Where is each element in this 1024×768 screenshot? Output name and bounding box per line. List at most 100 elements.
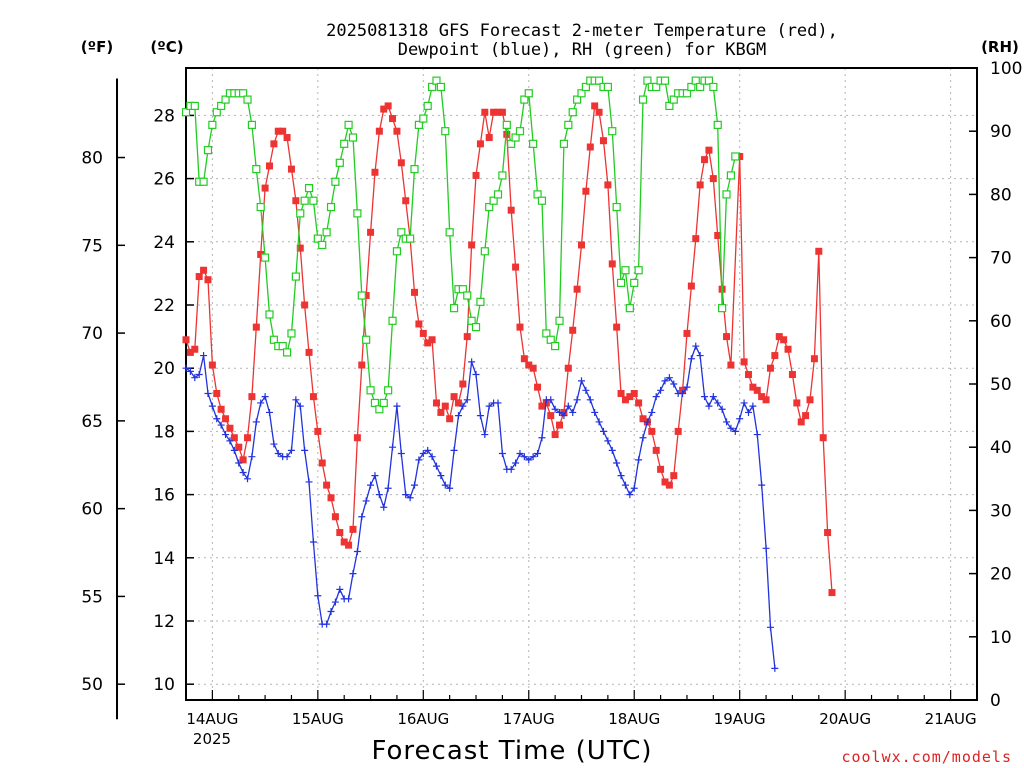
dewpoint-point <box>292 396 300 404</box>
dewpoint-point <box>283 453 291 461</box>
dewpoint-point <box>415 456 423 464</box>
temperature-point <box>389 115 397 123</box>
dewpoint-point <box>687 355 695 363</box>
temperature-point <box>235 443 243 451</box>
dewpoint-point <box>419 450 427 458</box>
rh-point <box>625 304 634 313</box>
temperature-point <box>279 127 287 135</box>
celsius-tick-label: 18 <box>153 422 175 442</box>
dewpoint-point <box>758 481 766 489</box>
dewpoint-point <box>771 664 779 672</box>
rh-point <box>335 158 344 167</box>
temperature-point <box>762 396 770 404</box>
temperature-point <box>186 348 194 356</box>
celsius-unit-label: (ºC) <box>150 38 183 56</box>
dewpoint-point <box>459 402 467 410</box>
dewpoint-point <box>569 408 577 416</box>
dewpoint-point <box>217 421 225 429</box>
temperature-point <box>204 276 212 284</box>
fahrenheit-tick-label: 80 <box>81 149 103 169</box>
temperature-point <box>490 108 498 116</box>
rh-point <box>498 171 507 180</box>
rh-point <box>239 89 248 98</box>
temperature-point <box>498 108 506 116</box>
dewpoint-point <box>604 437 612 445</box>
temperature-point <box>802 412 810 420</box>
temperature-point <box>301 301 309 309</box>
dewpoint-point <box>560 412 568 420</box>
temperature-point <box>314 427 322 435</box>
temperature-point <box>578 241 585 249</box>
temperature-point <box>494 108 502 116</box>
temperature-point <box>191 345 199 353</box>
year-label: 2025 <box>193 730 231 748</box>
dewpoint-point <box>498 450 506 458</box>
rh-point <box>603 82 612 92</box>
rh-unit-label: (RH) <box>981 38 1019 56</box>
temperature-point <box>586 143 594 151</box>
rh-point <box>502 120 511 129</box>
rh-point <box>278 341 287 351</box>
dewpoint-point <box>239 468 247 476</box>
dewpoint-point <box>626 491 634 499</box>
rh-point <box>696 82 705 92</box>
rh-point <box>199 177 208 186</box>
rh-point <box>217 101 226 111</box>
fahrenheit-tick-label: 75 <box>81 236 103 256</box>
rh-point <box>608 127 617 136</box>
rh-point <box>357 291 366 300</box>
rh-tick-label: 10 <box>990 628 1012 648</box>
temperature-point <box>200 266 208 274</box>
temperature-point <box>331 513 339 521</box>
dewpoint-point <box>463 396 471 404</box>
dewpoint-point <box>309 538 317 546</box>
dewpoint-point <box>692 342 700 350</box>
dewpoint-point <box>643 418 651 426</box>
temperature-point <box>683 329 691 337</box>
temperature-point <box>213 389 221 397</box>
dewpoint-point <box>182 364 190 372</box>
temperature-point <box>481 108 489 116</box>
temperature-point <box>375 127 383 135</box>
dewpoint-point <box>670 380 678 388</box>
dewpoint-point <box>446 484 454 492</box>
temperature-point <box>608 260 616 268</box>
temperature-point <box>463 333 471 341</box>
temperature-point <box>591 102 599 110</box>
rh-point <box>445 228 454 237</box>
temperature-point <box>441 402 449 410</box>
x-tick-label: 21AUG <box>925 710 977 728</box>
chart-axes: 50 55 60 65 70 75 80 10 12 14 16 18 20 22 24 26 28 0 10 20 3… <box>81 59 1022 728</box>
temperature-point <box>744 371 752 379</box>
dewpoint-point <box>534 450 542 458</box>
temperature-point <box>771 352 779 360</box>
dewpoint-point <box>507 465 515 473</box>
temperature-point <box>758 393 766 401</box>
temperature-point <box>274 127 282 135</box>
rh-point <box>713 120 722 129</box>
dewpoint-point <box>538 434 546 442</box>
temperature-point <box>516 323 524 331</box>
temperature-point <box>384 102 392 110</box>
rh-point <box>643 76 652 85</box>
dewpoint-point <box>683 383 691 391</box>
dewpoint-point <box>652 393 660 401</box>
rh-series-line <box>185 79 736 411</box>
temperature-point <box>485 134 493 142</box>
temperature-point <box>371 168 379 176</box>
dewpoint-point <box>424 446 432 454</box>
rh-point <box>537 196 547 205</box>
temperature-point <box>648 427 656 435</box>
rh-point <box>269 335 278 344</box>
rh-point <box>515 127 525 136</box>
temperature-point <box>529 364 537 372</box>
dewpoint-point <box>578 377 585 385</box>
rh-point <box>318 240 327 250</box>
rh-point <box>344 120 353 129</box>
temperature-point <box>195 273 203 281</box>
rh-point <box>366 386 375 395</box>
celsius-tick-label: 22 <box>153 296 175 316</box>
temperature-point <box>723 333 731 341</box>
temperature-point <box>472 171 480 179</box>
